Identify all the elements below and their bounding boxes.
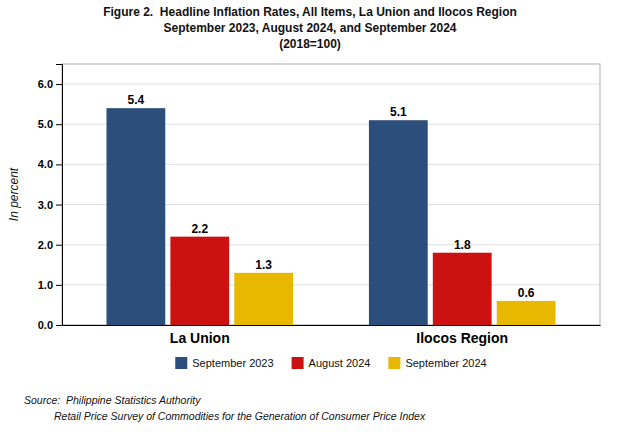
grid-line xyxy=(62,84,600,85)
bar xyxy=(369,120,428,325)
tick-mark xyxy=(56,245,62,246)
tick: 6.0 xyxy=(38,78,62,90)
legend-label: August 2024 xyxy=(309,357,371,369)
tick: 5.0 xyxy=(38,118,62,130)
tick: La Union xyxy=(170,330,230,346)
tick-label: 1.0 xyxy=(38,279,53,291)
tick-mark xyxy=(56,285,62,286)
axis-line xyxy=(56,65,63,326)
bar xyxy=(433,253,492,325)
title: Figure 2. Headline Inflation Rates, All … xyxy=(103,5,517,19)
tick-label: La Union xyxy=(170,330,230,346)
tick-mark xyxy=(56,205,62,206)
data-labels: 5.4 5.1 2.2 1.8 1.3 0.6 xyxy=(128,93,535,300)
axis-line xyxy=(63,325,601,326)
data-label: 5.1 xyxy=(390,105,407,119)
legend-label: September 2024 xyxy=(405,357,486,369)
data-label: 5.4 xyxy=(128,93,145,107)
tick-label: 4.0 xyxy=(38,158,53,170)
annotation: Retail Price Survey of Commodities for t… xyxy=(54,410,426,422)
tick-label: 5.0 xyxy=(38,118,53,130)
tick-mark xyxy=(56,124,62,125)
tick: 3.0 xyxy=(38,199,62,211)
bars xyxy=(106,108,555,325)
legend-swatch xyxy=(292,357,304,369)
tick: Ilocos Region xyxy=(416,330,508,346)
tick-label: 3.0 xyxy=(38,199,53,211)
grid xyxy=(62,84,600,325)
tick: 2.0 xyxy=(38,239,62,251)
legend-swatch xyxy=(388,357,400,369)
chart: Figure 2. Headline Inflation Rates, All … xyxy=(0,0,620,437)
data-label: 1.3 xyxy=(255,258,272,272)
tick-mark xyxy=(56,84,62,85)
data-label: 2.2 xyxy=(191,222,208,236)
tick-label: 2.0 xyxy=(38,239,53,251)
bar xyxy=(106,108,165,325)
tick: 0.0 xyxy=(38,319,62,331)
legend-label: September 2023 xyxy=(192,357,273,369)
legend-item: September 2024 xyxy=(388,357,486,369)
y-axis: 0.0 1.0 2.0 3.0 4.0 5.0 6.0 xyxy=(38,65,63,332)
legend-swatch xyxy=(175,357,187,369)
plot-frame xyxy=(62,64,600,325)
legend: September 2023 August 2024 September 2024 xyxy=(175,357,486,369)
bar xyxy=(170,237,229,325)
data-label: 1.8 xyxy=(454,238,471,252)
legend-item: September 2023 xyxy=(175,357,273,369)
data-label: 0.6 xyxy=(518,286,535,300)
bar xyxy=(234,273,293,325)
legend-item: August 2024 xyxy=(292,357,371,369)
tick-label: 0.0 xyxy=(38,319,53,331)
axis-title: In percent xyxy=(7,167,21,221)
x-axis: La Union Ilocos Region xyxy=(63,326,601,346)
tick-mark xyxy=(56,325,62,326)
tick-label: 6.0 xyxy=(38,78,53,90)
tick: 4.0 xyxy=(38,158,62,170)
subtitle: September 2023, August 2024, and Septemb… xyxy=(163,21,456,35)
tick-label: Ilocos Region xyxy=(416,330,508,346)
tick: 1.0 xyxy=(38,279,62,291)
subtitle: (2018=100) xyxy=(279,37,341,51)
tick-mark xyxy=(56,164,62,165)
annotation: Source: Philippine Statistics Authority xyxy=(24,394,201,406)
bar xyxy=(497,301,556,325)
